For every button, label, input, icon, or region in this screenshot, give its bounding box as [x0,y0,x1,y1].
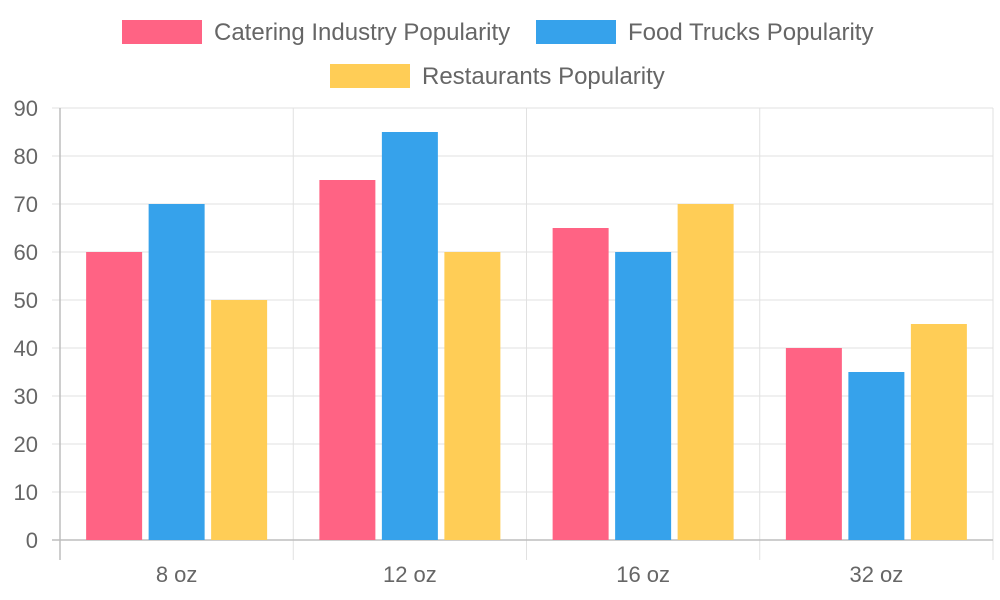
bar-1-16oz[interactable] [552,228,609,540]
bar-2-12oz[interactable] [381,132,438,540]
legend-label-1[interactable]: Catering Industry Popularity [214,19,510,46]
bar-3-8oz[interactable] [211,300,268,540]
bar-3-32oz[interactable] [910,324,967,540]
chart-bars [86,132,967,540]
y-tick-label: 70 [14,192,38,217]
y-axis: 0 10 20 30 40 50 60 70 80 90 [14,96,61,560]
legend-swatch-3[interactable] [330,64,410,88]
legend-label-3[interactable]: Restaurants Popularity [422,63,665,90]
y-tick-label: 30 [14,384,38,409]
bar-3-12oz[interactable] [444,252,501,540]
bar-1-32oz[interactable] [785,348,842,540]
bar-3-16oz[interactable] [677,204,734,540]
x-tick-label: 16 oz [616,562,670,587]
y-tick-label: 80 [14,144,38,169]
y-tick-label: 90 [14,96,38,121]
y-tick-label: 10 [14,480,38,505]
legend-swatch-1[interactable] [122,20,202,44]
legend-label-2[interactable]: Food Trucks Popularity [628,19,873,46]
x-tick-label: 8 oz [156,562,198,587]
x-tick-label: 32 oz [849,562,903,587]
bar-2-8oz[interactable] [148,204,205,540]
x-tick-label: 12 oz [383,562,437,587]
bar-2-32oz[interactable] [848,372,905,540]
x-axis: 8 oz 12 oz 16 oz 32 oz [52,539,993,587]
chart-legend: Catering Industry Popularity Food Trucks … [122,19,873,90]
y-tick-label: 0 [26,528,38,553]
y-tick-label: 50 [14,288,38,313]
bar-1-8oz[interactable] [86,252,143,540]
y-tick-label: 60 [14,240,38,265]
bar-1-12oz[interactable] [319,180,376,540]
legend-swatch-2[interactable] [536,20,616,44]
bar-2-16oz[interactable] [615,252,672,540]
y-tick-label: 40 [14,336,38,361]
y-tick-label: 20 [14,432,38,457]
